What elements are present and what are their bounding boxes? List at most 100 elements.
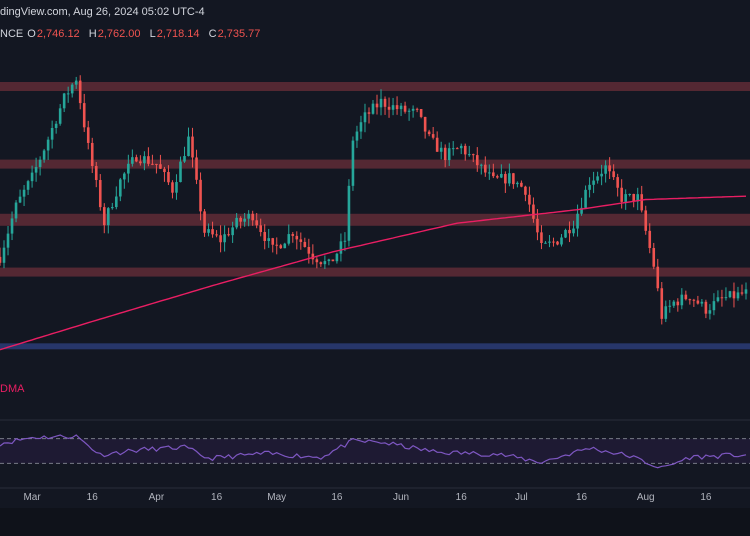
- candle: [552, 237, 555, 247]
- candle: [26, 179, 30, 195]
- candle: [584, 185, 587, 209]
- candle: [50, 120, 54, 149]
- x-tick-label: 16: [331, 492, 343, 503]
- candle: [359, 115, 363, 139]
- candle: [299, 232, 303, 250]
- candle: [98, 174, 102, 211]
- candle: [159, 154, 162, 170]
- candle: [78, 75, 82, 110]
- candle: [106, 207, 110, 234]
- x-tick-label: 16: [87, 492, 99, 503]
- exchange-fragment: NCE: [0, 28, 24, 40]
- candle: [435, 131, 439, 152]
- candle: [744, 282, 748, 300]
- candle: [70, 82, 74, 98]
- candle: [6, 225, 10, 256]
- candle: [431, 127, 435, 140]
- candle: [115, 186, 118, 210]
- candle: [307, 238, 311, 264]
- candle: [664, 300, 668, 323]
- candle: [660, 282, 664, 325]
- candle: [179, 156, 182, 183]
- candle: [544, 241, 547, 244]
- candle: [86, 120, 90, 150]
- candle: [459, 143, 463, 155]
- candle: [30, 165, 34, 188]
- x-tick-label: May: [267, 492, 286, 503]
- x-tick-label: Jul: [515, 492, 528, 503]
- candle: [568, 221, 571, 243]
- candle: [728, 290, 732, 299]
- candle: [347, 179, 351, 247]
- candle: [640, 185, 644, 213]
- candle: [259, 218, 262, 237]
- candle: [628, 193, 631, 197]
- candle: [708, 304, 712, 320]
- candle: [588, 177, 591, 198]
- candle: [391, 97, 395, 116]
- candle: [620, 179, 623, 209]
- candle: [195, 149, 198, 185]
- close-label: C: [208, 28, 217, 40]
- candle: [600, 164, 603, 186]
- candle: [291, 232, 295, 243]
- candle: [251, 210, 254, 226]
- low-label: L: [149, 28, 156, 40]
- candle: [560, 234, 563, 247]
- candle: [676, 298, 680, 312]
- candle: [592, 171, 595, 194]
- candle: [716, 290, 720, 303]
- high-value: 2,762.00: [97, 28, 141, 40]
- candle: [275, 237, 279, 255]
- candle: [171, 180, 174, 199]
- candle: [520, 180, 523, 188]
- candle: [580, 197, 583, 216]
- candle: [239, 216, 242, 229]
- x-axis: Mar 16 Apr 16 May 16 Jun 16 Jul 16 Aug 16: [0, 487, 750, 536]
- candle: [331, 259, 335, 262]
- candle: [211, 221, 214, 238]
- candle: [90, 137, 94, 173]
- x-tick-label: Mar: [23, 492, 41, 503]
- candle: [608, 157, 611, 179]
- candle: [548, 235, 551, 248]
- resistance-zone: [0, 159, 750, 169]
- close-value: 2,735.77: [217, 28, 261, 40]
- candle: [644, 205, 648, 235]
- open-value: 2,746.12: [36, 28, 80, 40]
- candle: [492, 163, 495, 179]
- candle: [279, 243, 283, 250]
- candle: [94, 162, 98, 188]
- candle: [427, 129, 431, 137]
- candle: [2, 240, 6, 269]
- moving-average-layer: [0, 195, 747, 351]
- candle: [724, 287, 728, 301]
- candle: [475, 147, 479, 172]
- x-tick-label: Jun: [393, 492, 409, 503]
- candle: [311, 244, 315, 265]
- candle: [82, 93, 86, 132]
- candle: [215, 230, 218, 238]
- candle: [479, 163, 483, 175]
- indicator-label: DMA: [0, 383, 25, 395]
- candle: [508, 163, 511, 187]
- open-label: O: [27, 28, 36, 40]
- candle: [704, 299, 708, 319]
- candle: [303, 237, 307, 248]
- candle: [10, 211, 14, 241]
- candle: [688, 298, 692, 305]
- candle: [652, 242, 656, 270]
- x-tick-label: 16: [700, 492, 712, 503]
- candle: [227, 227, 230, 237]
- candle: [247, 210, 250, 227]
- candle: [191, 127, 194, 168]
- candle: [183, 146, 186, 163]
- candle: [135, 154, 138, 163]
- candle: [343, 232, 347, 252]
- candle: [255, 212, 258, 229]
- candle: [407, 108, 411, 121]
- x-tick-label: 16: [211, 492, 223, 503]
- candle: [167, 165, 170, 186]
